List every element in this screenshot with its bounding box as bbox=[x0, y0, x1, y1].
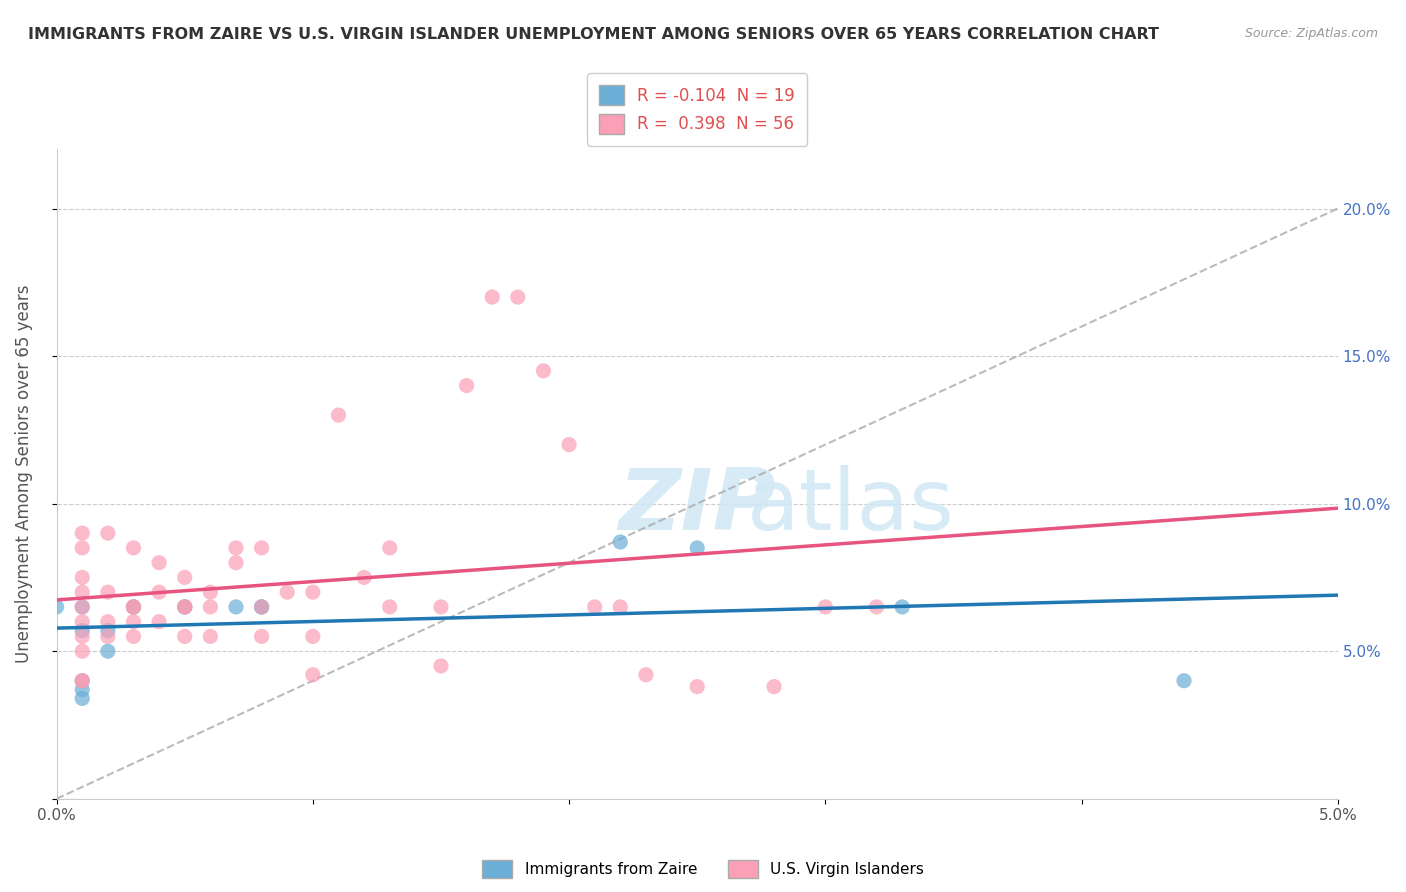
Point bbox=[122, 599, 145, 614]
Point bbox=[122, 629, 145, 643]
Point bbox=[456, 378, 478, 392]
Point bbox=[430, 659, 453, 673]
Point bbox=[763, 680, 786, 694]
Point bbox=[148, 585, 170, 599]
Point bbox=[173, 570, 195, 584]
Point bbox=[250, 629, 273, 643]
Point bbox=[70, 691, 93, 706]
Point bbox=[97, 629, 120, 643]
Point bbox=[378, 541, 401, 555]
Point bbox=[225, 599, 247, 614]
Point bbox=[45, 599, 67, 614]
Point bbox=[122, 541, 145, 555]
Point bbox=[97, 624, 120, 638]
Point bbox=[148, 615, 170, 629]
Point bbox=[302, 629, 325, 643]
Point bbox=[686, 541, 709, 555]
Point bbox=[302, 585, 325, 599]
Point bbox=[353, 570, 375, 584]
Point bbox=[173, 599, 195, 614]
Text: IMMIGRANTS FROM ZAIRE VS U.S. VIRGIN ISLANDER UNEMPLOYMENT AMONG SENIORS OVER 65: IMMIGRANTS FROM ZAIRE VS U.S. VIRGIN ISL… bbox=[28, 27, 1159, 42]
Point bbox=[225, 541, 247, 555]
Point bbox=[609, 599, 631, 614]
Point bbox=[200, 599, 222, 614]
Point bbox=[70, 673, 93, 688]
Point bbox=[558, 437, 581, 451]
Point bbox=[70, 673, 93, 688]
Point bbox=[276, 585, 298, 599]
Point bbox=[70, 541, 93, 555]
Point bbox=[70, 599, 93, 614]
Text: atlas: atlas bbox=[747, 465, 955, 548]
Text: Source: ZipAtlas.com: Source: ZipAtlas.com bbox=[1244, 27, 1378, 40]
Point bbox=[122, 599, 145, 614]
Point bbox=[173, 599, 195, 614]
Point bbox=[148, 556, 170, 570]
Point bbox=[173, 629, 195, 643]
Point bbox=[70, 585, 93, 599]
Point bbox=[250, 599, 273, 614]
Point bbox=[430, 599, 453, 614]
Point bbox=[1173, 673, 1195, 688]
Point bbox=[70, 682, 93, 697]
Point bbox=[70, 624, 93, 638]
Point bbox=[70, 644, 93, 658]
Y-axis label: Unemployment Among Seniors over 65 years: Unemployment Among Seniors over 65 years bbox=[15, 285, 32, 664]
Point bbox=[609, 535, 631, 549]
Point bbox=[70, 570, 93, 584]
Point bbox=[173, 599, 195, 614]
Point bbox=[481, 290, 503, 304]
Point bbox=[328, 408, 350, 422]
Point bbox=[200, 629, 222, 643]
Point bbox=[122, 599, 145, 614]
Point bbox=[70, 673, 93, 688]
Point bbox=[865, 599, 887, 614]
Point bbox=[70, 526, 93, 541]
Point bbox=[814, 599, 837, 614]
Point bbox=[97, 526, 120, 541]
Point bbox=[302, 668, 325, 682]
Point bbox=[70, 629, 93, 643]
Point bbox=[250, 541, 273, 555]
Point bbox=[506, 290, 529, 304]
Point bbox=[122, 599, 145, 614]
Point bbox=[583, 599, 606, 614]
Point bbox=[250, 599, 273, 614]
Point bbox=[70, 599, 93, 614]
Point bbox=[533, 364, 555, 378]
Point bbox=[225, 556, 247, 570]
Point bbox=[173, 599, 195, 614]
Point bbox=[97, 644, 120, 658]
Point bbox=[378, 599, 401, 614]
Text: ZIP: ZIP bbox=[619, 465, 776, 548]
Point bbox=[97, 585, 120, 599]
Point bbox=[200, 585, 222, 599]
Point bbox=[686, 680, 709, 694]
Legend: R = -0.104  N = 19, R =  0.398  N = 56: R = -0.104 N = 19, R = 0.398 N = 56 bbox=[588, 73, 807, 145]
Legend: Immigrants from Zaire, U.S. Virgin Islanders: Immigrants from Zaire, U.S. Virgin Islan… bbox=[475, 854, 931, 884]
Point bbox=[891, 599, 914, 614]
Point bbox=[634, 668, 657, 682]
Point bbox=[250, 599, 273, 614]
Point bbox=[97, 615, 120, 629]
Point bbox=[70, 615, 93, 629]
Point bbox=[122, 615, 145, 629]
